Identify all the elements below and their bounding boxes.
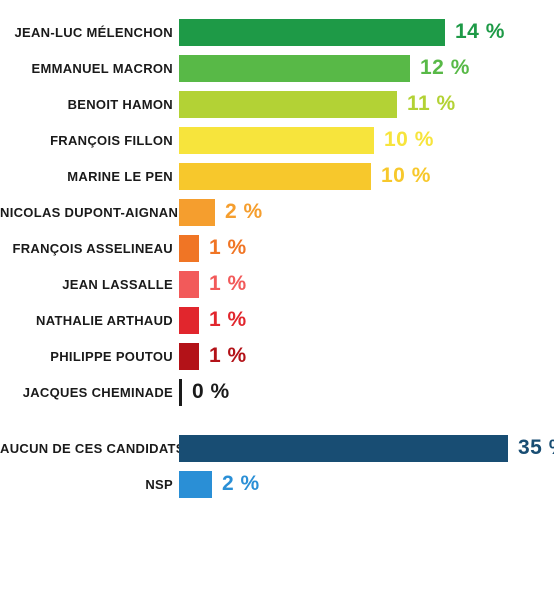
bar-value: 2 % xyxy=(215,200,263,224)
bar-fill xyxy=(179,127,374,154)
bar-row: NICOLAS DUPONT-AIGNAN 2 % xyxy=(0,194,546,230)
bar-area: 2 % xyxy=(179,466,546,502)
bar-area: 12 % xyxy=(179,50,546,86)
bar-fill xyxy=(179,163,371,190)
bar-value: 1 % xyxy=(199,272,247,296)
bar-row: JEAN-LUC MÉLENCHON 14 % xyxy=(0,14,546,50)
bar-value: 11 % xyxy=(397,92,456,116)
bar-area: 35 % xyxy=(179,430,554,466)
bar-value: 10 % xyxy=(374,128,434,152)
bar-value: 1 % xyxy=(199,308,247,332)
bar-row: PHILIPPE POUTOU 1 % xyxy=(0,338,546,374)
bar-value: 1 % xyxy=(199,344,247,368)
bar-label: PHILIPPE POUTOU xyxy=(0,349,179,364)
bar-row: EMMANUEL MACRON 12 % xyxy=(0,50,546,86)
bar-fill xyxy=(179,307,199,334)
bar-value: 12 % xyxy=(410,56,470,80)
bar-label: FRANÇOIS FILLON xyxy=(0,133,179,148)
bar-value: 1 % xyxy=(199,236,247,260)
bar-area: 10 % xyxy=(179,122,546,158)
bar-area: 2 % xyxy=(179,194,546,230)
bar-value: 14 % xyxy=(445,20,505,44)
bar-label: NATHALIE ARTHAUD xyxy=(0,313,179,328)
bar-fill xyxy=(179,199,215,226)
bar-label: JEAN-LUC MÉLENCHON xyxy=(0,25,179,40)
bar-row: MARINE LE PEN 10 % xyxy=(0,158,546,194)
bar-area: 11 % xyxy=(179,86,546,122)
poll-bar-chart: JEAN-LUC MÉLENCHON 14 % EMMANUEL MACRON 12 … xyxy=(0,0,554,522)
bar-area: 1 % xyxy=(179,338,546,374)
bar-row: NSP 2 % xyxy=(0,466,546,502)
bar-fill xyxy=(179,19,445,46)
bar-area: 0 % xyxy=(179,374,546,410)
bar-fill xyxy=(179,271,199,298)
bar-area: 14 % xyxy=(179,14,546,50)
bar-value: 2 % xyxy=(212,472,260,496)
bar-area: 1 % xyxy=(179,302,546,338)
bar-fill xyxy=(179,471,212,498)
bar-fill xyxy=(179,435,508,462)
bar-fill xyxy=(179,235,199,262)
bar-label: MARINE LE PEN xyxy=(0,169,179,184)
bar-fill xyxy=(179,343,199,370)
bar-label: JEAN LASSALLE xyxy=(0,277,179,292)
bar-row: FRANÇOIS FILLON 10 % xyxy=(0,122,546,158)
bar-label: AUCUN DE CES CANDIDATS xyxy=(0,441,179,456)
bar-value: 0 % xyxy=(182,380,230,404)
bar-row: BENOIT HAMON 11 % xyxy=(0,86,546,122)
bar-area: 1 % xyxy=(179,230,546,266)
bar-area: 1 % xyxy=(179,266,546,302)
bar-label: NSP xyxy=(0,477,179,492)
bar-label: EMMANUEL MACRON xyxy=(0,61,179,76)
bar-row: FRANÇOIS ASSELINEAU 1 % xyxy=(0,230,546,266)
bar-row: NATHALIE ARTHAUD 1 % xyxy=(0,302,546,338)
bar-row: AUCUN DE CES CANDIDATS35 % xyxy=(0,430,546,466)
bar-row: JEAN LASSALLE 1 % xyxy=(0,266,546,302)
bar-value: 10 % xyxy=(371,164,431,188)
bar-label: NICOLAS DUPONT-AIGNAN xyxy=(0,205,179,220)
bar-area: 10 % xyxy=(179,158,546,194)
bar-fill xyxy=(179,55,410,82)
bar-fill xyxy=(179,91,397,118)
section-gap xyxy=(0,410,546,430)
bar-value: 35 % xyxy=(508,436,554,460)
bar-row: JACQUES CHEMINADE0 % xyxy=(0,374,546,410)
bar-label: FRANÇOIS ASSELINEAU xyxy=(0,241,179,256)
bar-label: BENOIT HAMON xyxy=(0,97,179,112)
bar-label: JACQUES CHEMINADE xyxy=(0,385,179,400)
